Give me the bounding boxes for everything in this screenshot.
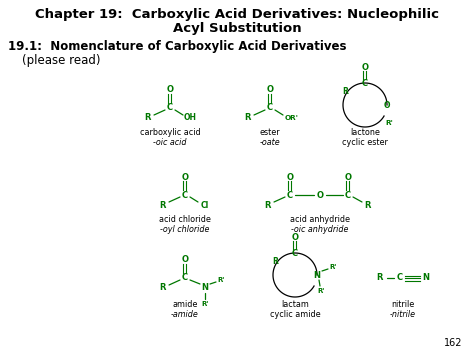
Text: Chapter 19:  Carboxylic Acid Derivatives: Nucleophilic: Chapter 19: Carboxylic Acid Derivatives:…: [35, 8, 439, 21]
Text: C: C: [182, 191, 188, 200]
Text: (please read): (please read): [22, 54, 100, 67]
Text: R': R': [329, 264, 337, 270]
Text: N: N: [313, 271, 320, 279]
Text: O: O: [317, 191, 323, 200]
Text: Acyl Substitution: Acyl Substitution: [173, 22, 301, 35]
Text: R: R: [365, 201, 371, 209]
Text: Cl: Cl: [201, 201, 209, 209]
Text: C: C: [182, 273, 188, 283]
Text: R: R: [160, 201, 166, 209]
Text: acid chloride: acid chloride: [159, 215, 211, 224]
Text: C: C: [267, 104, 273, 113]
Text: R': R': [385, 120, 393, 126]
Text: lactone: lactone: [350, 128, 380, 137]
Text: N: N: [201, 284, 209, 293]
Text: -oic acid: -oic acid: [153, 138, 187, 147]
Text: OH: OH: [183, 114, 197, 122]
Text: cyclic amide: cyclic amide: [270, 310, 320, 319]
Text: R: R: [272, 257, 278, 266]
Text: C: C: [362, 78, 368, 87]
Text: R: R: [377, 273, 383, 283]
Text: 19.1:  Nomenclature of Carboxylic Acid Derivatives: 19.1: Nomenclature of Carboxylic Acid De…: [8, 40, 346, 53]
Text: -oic anhydride: -oic anhydride: [292, 225, 349, 234]
Text: R': R': [201, 301, 209, 307]
Text: O: O: [266, 86, 273, 94]
Text: R: R: [245, 114, 251, 122]
Text: -oyl chloride: -oyl chloride: [160, 225, 210, 234]
Text: -oate: -oate: [260, 138, 280, 147]
Text: C: C: [287, 191, 293, 200]
Text: R': R': [317, 288, 325, 294]
Text: carboxylic acid: carboxylic acid: [140, 128, 201, 137]
Text: O: O: [166, 86, 173, 94]
Text: R: R: [145, 114, 151, 122]
Text: O: O: [286, 173, 293, 181]
Text: C: C: [345, 191, 351, 200]
Text: C: C: [397, 273, 403, 283]
Text: C: C: [292, 248, 298, 257]
Text: O: O: [182, 173, 189, 181]
Text: OR': OR': [285, 115, 299, 121]
Text: C: C: [167, 104, 173, 113]
Text: O: O: [292, 233, 299, 241]
Text: ester: ester: [260, 128, 280, 137]
Text: O: O: [362, 62, 368, 71]
Text: O: O: [345, 173, 352, 181]
Text: R: R: [342, 87, 348, 95]
Text: cyclic ester: cyclic ester: [342, 138, 388, 147]
Text: N: N: [422, 273, 429, 283]
Text: R': R': [217, 277, 225, 283]
Text: -amide: -amide: [171, 310, 199, 319]
Text: R: R: [265, 201, 271, 209]
Text: -nitrile: -nitrile: [390, 310, 416, 319]
Text: O: O: [182, 256, 189, 264]
Text: 162: 162: [444, 338, 462, 348]
Text: R: R: [160, 284, 166, 293]
Text: acid anhydride: acid anhydride: [290, 215, 350, 224]
Text: O: O: [384, 100, 390, 109]
Text: lactam: lactam: [281, 300, 309, 309]
Text: amide: amide: [173, 300, 198, 309]
Text: nitrile: nitrile: [392, 300, 415, 309]
